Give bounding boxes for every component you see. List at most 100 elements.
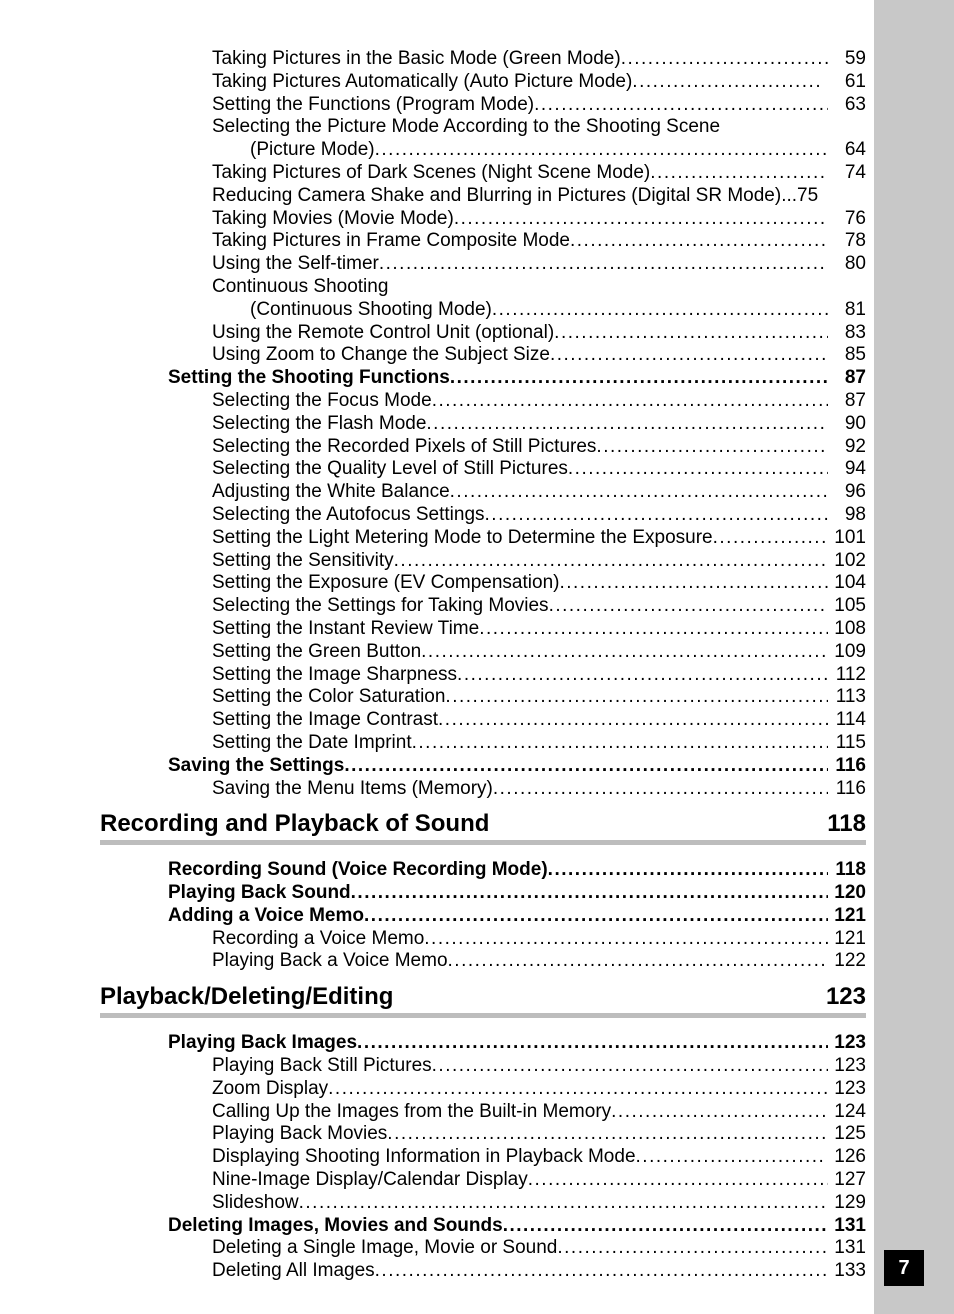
toc-page: 80	[828, 253, 866, 276]
toc-text: Taking Pictures Automatically (Auto Pict…	[212, 71, 632, 94]
toc-dots: ........................................…	[528, 1169, 828, 1192]
toc-text: Displaying Shooting Information in Playb…	[212, 1146, 636, 1169]
toc-page: 118	[828, 859, 866, 882]
toc-entry: Recording a Voice Memo .................…	[100, 928, 866, 951]
toc-text: Setting the Instant Review Time	[212, 618, 479, 641]
toc-page: 81	[828, 299, 866, 322]
toc-dots: ........................................…	[557, 1237, 828, 1260]
toc-text: Using the Remote Control Unit (optional)	[212, 322, 554, 345]
toc-entry: Adjusting the White Balance ............…	[100, 481, 866, 504]
toc-entry: Nine-Image Display/Calendar Display ....…	[100, 1169, 866, 1192]
toc-page: 123	[828, 1078, 866, 1101]
toc-dots: ........................................…	[492, 299, 828, 322]
toc-entry: Selecting the Autofocus Settings .......…	[100, 504, 866, 527]
toc-dots: ........................................…	[559, 572, 828, 595]
section-title: Recording and Playback of Sound	[100, 810, 489, 838]
toc-entry: Zoom Display ...........................…	[100, 1078, 866, 1101]
section-rule	[100, 1013, 866, 1018]
toc-dots: ........................................…	[534, 94, 828, 117]
toc-text: Nine-Image Display/Calendar Display	[212, 1169, 528, 1192]
toc-page: 131	[828, 1237, 866, 1260]
toc-dots: ........................................…	[548, 859, 828, 882]
toc-text: Setting the Green Button	[212, 641, 421, 664]
toc-entry: Saving the Settings ....................…	[100, 755, 866, 778]
toc-dots: ........................................…	[394, 550, 828, 573]
toc-text: Playing Back Still Pictures	[212, 1055, 432, 1078]
toc-dots: ........................................…	[457, 664, 828, 687]
toc-page: 105	[828, 595, 866, 618]
toc-text: Setting the Color Saturation	[212, 686, 445, 709]
page-number: 7	[884, 1250, 924, 1286]
toc-dots: ........................................…	[503, 1215, 828, 1238]
toc-entry: Setting the Date Imprint ...............…	[100, 732, 866, 755]
toc-dots: ........................................…	[424, 928, 828, 951]
toc-text: Saving the Menu Items (Memory)	[212, 778, 493, 801]
toc-entry: Adding a Voice Memo ....................…	[100, 905, 866, 928]
toc-entry: Taking Pictures of Dark Scenes (Night Sc…	[100, 162, 866, 185]
toc-text: Setting the Light Metering Mode to Deter…	[212, 527, 713, 550]
toc-dots: ........................................…	[375, 1260, 828, 1283]
toc-text: Selecting the Autofocus Settings	[212, 504, 485, 527]
toc-text: Setting the Sensitivity	[212, 550, 394, 573]
toc-dots: ........................................…	[485, 504, 828, 527]
toc-dots: ........................................…	[621, 48, 828, 71]
toc-page: 115	[828, 732, 866, 755]
toc-entry: Setting the Color Saturation ...........…	[100, 686, 866, 709]
toc-entry: Selecting the Recorded Pixels of Still P…	[100, 436, 866, 459]
toc-entry: Calling Up the Images from the Built-in …	[100, 1101, 866, 1124]
toc-entry: Recording Sound (Voice Recording Mode) .…	[100, 859, 866, 882]
toc-page: 94	[828, 458, 866, 481]
toc-page: 120	[828, 882, 866, 905]
toc-entry: Using the Self-timer ...................…	[100, 253, 866, 276]
section-header: Playback/Deleting/Editing123	[100, 983, 866, 1011]
toc-page: 123	[828, 1032, 866, 1055]
section-page: 118	[827, 810, 866, 838]
toc-dots: ........................................…	[375, 139, 828, 162]
toc-dots: ........................................…	[713, 527, 828, 550]
toc-page: 87	[828, 367, 866, 390]
toc-text: (Continuous Shooting Mode)	[250, 299, 492, 322]
toc-page: 63	[828, 94, 866, 117]
toc-text: Taking Pictures of Dark Scenes (Night Sc…	[212, 162, 650, 185]
toc-page: 102	[828, 550, 866, 573]
toc-entry: Setting the Sensitivity ................…	[100, 550, 866, 573]
toc-text: Setting the Shooting Functions	[168, 367, 450, 390]
toc-text: Setting the Image Contrast	[212, 709, 438, 732]
toc-text: Selecting the Focus Mode	[212, 390, 432, 413]
toc-page: 133	[828, 1260, 866, 1283]
right-gray-bar	[874, 0, 954, 1314]
toc-text: Recording a Voice Memo	[212, 928, 424, 951]
toc-text: Deleting a Single Image, Movie or Sound	[212, 1237, 557, 1260]
toc-dots: ........................................…	[570, 230, 828, 253]
toc-entry: Setting the Image Sharpness ............…	[100, 664, 866, 687]
toc-dots: ........................................…	[344, 755, 828, 778]
toc-text: Using the Self-timer	[212, 253, 379, 276]
toc-page: 124	[828, 1101, 866, 1124]
toc-entry: Saving the Menu Items (Memory) .........…	[100, 778, 866, 801]
toc-text: Using Zoom to Change the Subject Size	[212, 344, 550, 367]
toc-page: 116	[828, 755, 866, 778]
toc-entry: Playing Back Still Pictures ............…	[100, 1055, 866, 1078]
toc-dots: ........................................…	[351, 882, 828, 905]
toc-entry: Slideshow ..............................…	[100, 1192, 866, 1215]
toc-entry: Setting the Image Contrast .............…	[100, 709, 866, 732]
toc-dots: ........................................…	[299, 1192, 828, 1215]
toc-dots: ............................	[650, 162, 828, 185]
toc-text: Taking Movies (Movie Mode)	[212, 208, 454, 231]
toc-text: Playing Back Sound	[168, 882, 351, 905]
toc-page: 123	[828, 1055, 866, 1078]
toc-entry: (Continuous Shooting Mode) .............…	[100, 299, 866, 322]
toc-dots: ........................................…	[426, 413, 828, 436]
toc-text: Adding a Voice Memo	[168, 905, 364, 928]
toc-dots: ........................................…	[493, 778, 828, 801]
toc-dots: ........................................…	[448, 950, 828, 973]
toc-dots: ........................................…	[387, 1123, 828, 1146]
toc-page: 87	[828, 390, 866, 413]
toc-page: 131	[828, 1215, 866, 1238]
toc-page: 64	[828, 139, 866, 162]
toc-entry: Taking Movies (Movie Mode) .............…	[100, 208, 866, 231]
toc-text: Setting the Functions (Program Mode)	[212, 94, 534, 117]
toc-text: Deleting Images, Movies and Sounds	[168, 1215, 503, 1238]
toc-page: 109	[828, 641, 866, 664]
toc-text: Playing Back a Voice Memo	[212, 950, 448, 973]
